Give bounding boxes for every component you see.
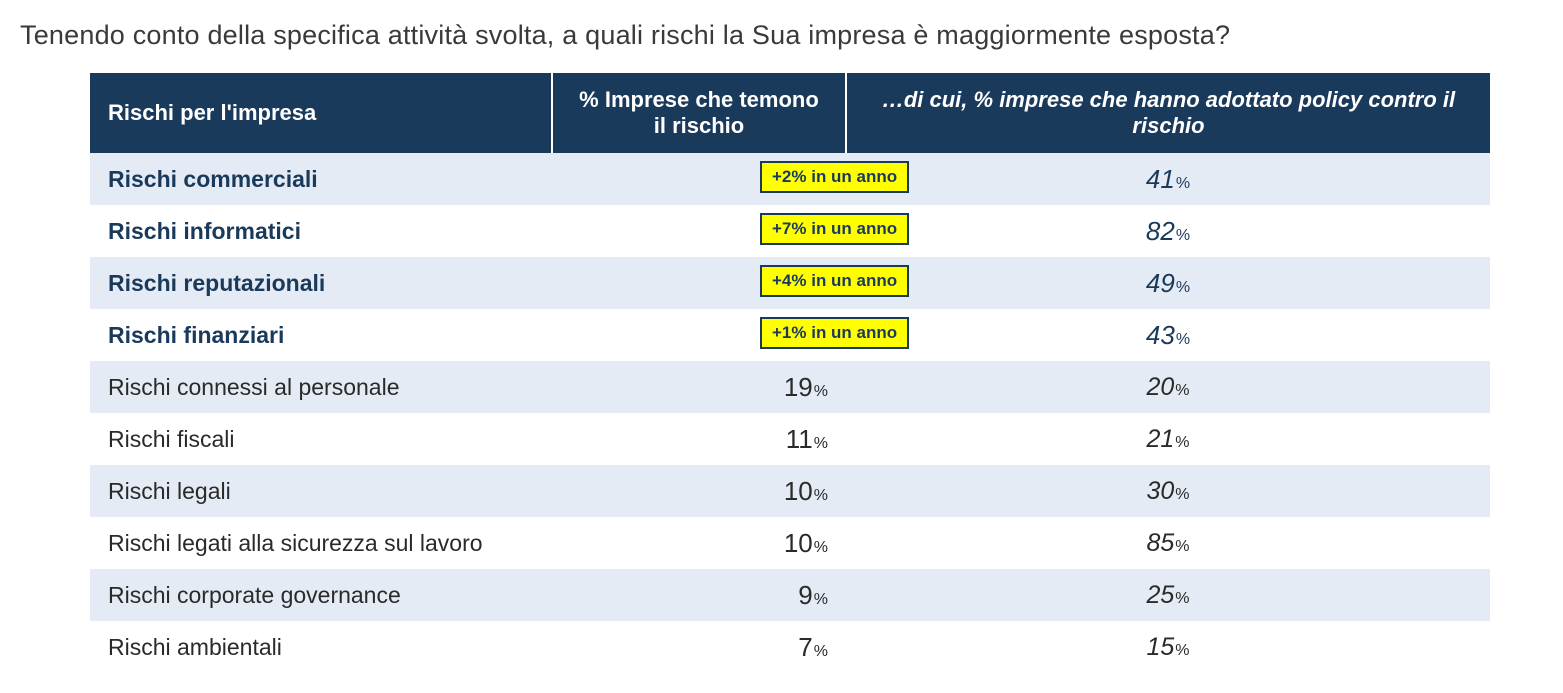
pct-policy-cell: 82% [846, 205, 1490, 257]
table-row: Rischi finanziari42%43% [90, 309, 1490, 361]
risk-label: Rischi fiscali [90, 413, 552, 465]
pct-policy-cell: 85% [846, 517, 1490, 569]
table-row: Rischi informatici49%82% [90, 205, 1490, 257]
risk-label: Rischi reputazionali [90, 257, 552, 309]
pct-policy-cell: 49% [846, 257, 1490, 309]
table-row: Rischi legali10%30% [90, 465, 1490, 517]
pct-fear-cell: 10% [552, 465, 846, 517]
table-row: Rischi ambientali7%15% [90, 621, 1490, 673]
col-header-pct-policy: …di cui, % imprese che hanno adottato po… [846, 73, 1490, 153]
pct-policy-cell: 20% [846, 361, 1490, 413]
pct-fear-cell: 62% [552, 153, 846, 205]
pct-fear-cell: 19% [552, 361, 846, 413]
col-header-risk: Rischi per l'impresa [90, 73, 552, 153]
risk-label: Rischi legati alla sicurezza sul lavoro [90, 517, 552, 569]
table-row: Rischi corporate governance9%25% [90, 569, 1490, 621]
pct-policy-cell: 43% [846, 309, 1490, 361]
pct-policy-cell: 15% [846, 621, 1490, 673]
table-row: Rischi commerciali62%41% [90, 153, 1490, 205]
survey-question: Tenendo conto della specifica attività s… [20, 20, 1543, 51]
table-body: Rischi commerciali62%41%Rischi informati… [90, 153, 1490, 673]
risk-label: Rischi finanziari [90, 309, 552, 361]
risk-label: Rischi commerciali [90, 153, 552, 205]
table-row: Rischi reputazionali44%49% [90, 257, 1490, 309]
table-row: Rischi fiscali11%21% [90, 413, 1490, 465]
table-row: Rischi legati alla sicurezza sul lavoro1… [90, 517, 1490, 569]
pct-policy-cell: 21% [846, 413, 1490, 465]
table-wrapper: Rischi per l'impresa % Imprese che temon… [90, 73, 1490, 673]
pct-fear-cell: 44% [552, 257, 846, 309]
risk-table: Rischi per l'impresa % Imprese che temon… [90, 73, 1490, 673]
pct-fear-cell: 7% [552, 621, 846, 673]
pct-fear-cell: 49% [552, 205, 846, 257]
pct-policy-cell: 41% [846, 153, 1490, 205]
risk-label: Rischi corporate governance [90, 569, 552, 621]
risk-label: Rischi ambientali [90, 621, 552, 673]
pct-fear-cell: 11% [552, 413, 846, 465]
risk-label: Rischi legali [90, 465, 552, 517]
pct-policy-cell: 25% [846, 569, 1490, 621]
pct-fear-cell: 9% [552, 569, 846, 621]
risk-label: Rischi connessi al personale [90, 361, 552, 413]
pct-policy-cell: 30% [846, 465, 1490, 517]
col-header-pct-fear: % Imprese che temono il rischio [552, 73, 846, 153]
risk-label: Rischi informatici [90, 205, 552, 257]
table-header-row: Rischi per l'impresa % Imprese che temon… [90, 73, 1490, 153]
table-row: Rischi connessi al personale19%20% [90, 361, 1490, 413]
pct-fear-cell: 42% [552, 309, 846, 361]
pct-fear-cell: 10% [552, 517, 846, 569]
